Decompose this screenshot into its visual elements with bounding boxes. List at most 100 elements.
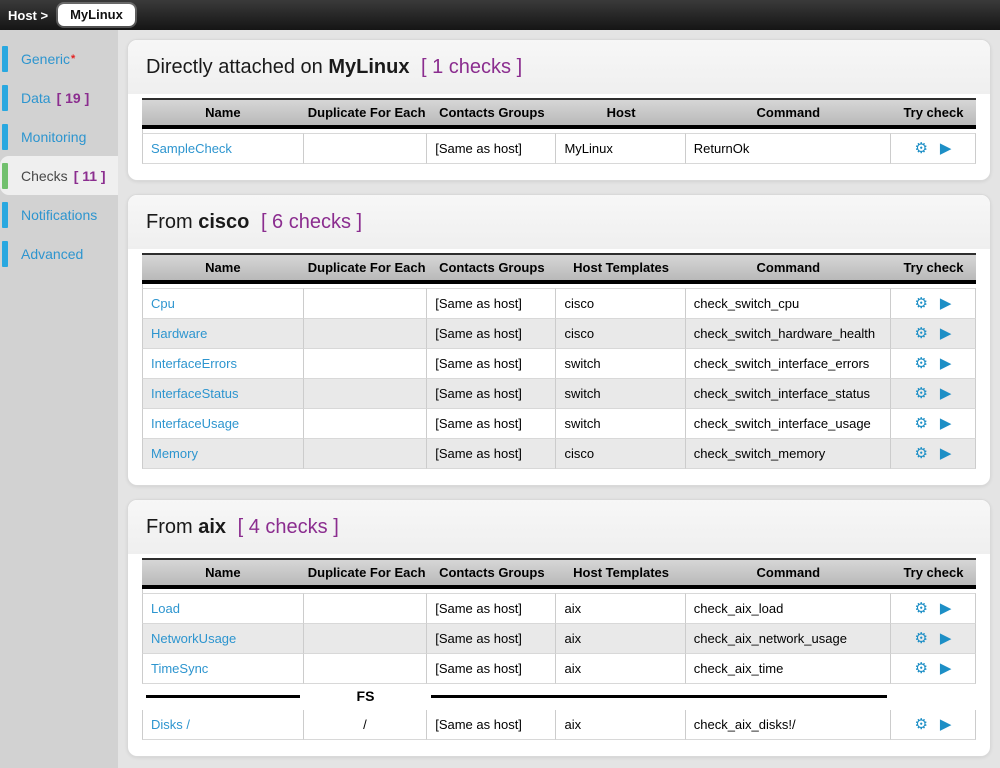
section-table-wrapper: Name Duplicate For Each Contacts Groups Hos… — [128, 249, 990, 485]
play-icon[interactable]: ▶ — [939, 629, 952, 647]
sidebar-item-monitoring[interactable]: Monitoring — [0, 117, 118, 156]
section-check-count: [ 6 checks ] — [260, 211, 363, 233]
check-name-cell: Disks / — [142, 710, 304, 740]
gear-icon[interactable]: ⚙ — [914, 384, 928, 402]
checks-section-from-cisco: From cisco [ 6 checks ] Name Duplicate Fo… — [128, 195, 990, 485]
check-name-link[interactable]: Cpu — [151, 296, 175, 311]
duplicate-cell: / — [303, 710, 428, 740]
duplicate-cell — [303, 624, 428, 654]
play-icon[interactable]: ▶ — [939, 384, 952, 402]
gear-icon[interactable]: ⚙ — [914, 324, 928, 342]
sidebar-item-data[interactable]: Data [ 19 ] — [0, 78, 118, 117]
section-table-wrapper: Name Duplicate For Each Contacts Groups Hos… — [128, 554, 990, 756]
check-row: Load [Same as host] aix check_aix_load ⚙ ▶ — [142, 593, 976, 624]
contacts-groups-cell: [Same as host] — [427, 624, 557, 654]
section-title-name: aix — [198, 516, 227, 538]
try-check-cell: ⚙ ▶ — [890, 288, 976, 319]
sidebar-item-checks[interactable]: Checks [ 11 ] — [0, 156, 118, 195]
section-title: Directly attached on MyLinux [ 1 checks … — [128, 40, 990, 94]
gear-icon[interactable]: ⚙ — [914, 629, 928, 647]
duplicate-cell — [303, 439, 428, 469]
play-icon[interactable]: ▶ — [939, 715, 952, 733]
host-tab-button[interactable]: MyLinux — [58, 4, 135, 26]
try-check-cell: ⚙ ▶ — [890, 593, 976, 624]
column-header-name: Name — [142, 253, 304, 284]
required-asterisk: * — [71, 52, 76, 65]
section-check-count: [ 4 checks ] — [237, 516, 339, 538]
command-cell: check_aix_load — [685, 593, 891, 624]
check-row: InterfaceStatus [Same as host] switch check… — [142, 379, 976, 409]
gear-icon[interactable]: ⚙ — [914, 444, 928, 462]
check-name-link[interactable]: InterfaceErrors — [151, 356, 237, 371]
host-cell: aix — [556, 624, 686, 654]
check-name-cell: Memory — [142, 439, 304, 469]
check-row: TimeSync [Same as host] aix check_aix_time ⚙… — [142, 654, 976, 684]
play-icon[interactable]: ▶ — [939, 324, 952, 342]
checks-section-directly-attached: Directly attached on MyLinux [ 1 checks … — [128, 40, 990, 180]
host-cell: MyLinux — [556, 133, 686, 164]
sidebar: Generic * Data [ 19 ] Monitoring Checks … — [0, 30, 118, 768]
contacts-groups-cell: [Same as host] — [427, 409, 557, 439]
check-name-cell: NetworkUsage — [142, 624, 304, 654]
separator-group-label: FS — [303, 684, 428, 710]
check-name-cell: Load — [142, 593, 304, 624]
item-count-badge: [ 19 ] — [56, 89, 90, 106]
try-check-cell: ⚙ ▶ — [890, 349, 976, 379]
table-header-row: Name Duplicate For Each Contacts Groups Hos… — [142, 98, 976, 129]
host-cell: cisco — [556, 439, 686, 469]
duplicate-group-separator: FS — [142, 684, 976, 710]
try-check-cell: ⚙ ▶ — [890, 710, 976, 740]
check-name-link[interactable]: InterfaceUsage — [151, 416, 240, 431]
play-icon[interactable]: ▶ — [939, 294, 952, 312]
check-name-cell: Cpu — [142, 288, 304, 319]
section-title-prefix: From — [146, 516, 199, 538]
play-icon[interactable]: ▶ — [939, 659, 952, 677]
check-name-link[interactable]: Memory — [151, 446, 198, 461]
play-icon[interactable]: ▶ — [939, 139, 952, 157]
try-check-cell: ⚙ ▶ — [890, 319, 976, 349]
contacts-groups-cell: [Same as host] — [427, 288, 557, 319]
check-name-cell: InterfaceUsage — [142, 409, 304, 439]
check-name-link[interactable]: Disks / — [151, 717, 190, 732]
column-header-command: Command — [685, 98, 891, 129]
gear-icon[interactable]: ⚙ — [914, 414, 928, 432]
section-check-count: [ 1 checks ] — [421, 56, 523, 78]
check-row: NetworkUsage [Same as host] aix check_aix_n… — [142, 624, 976, 654]
play-icon[interactable]: ▶ — [939, 599, 952, 617]
gear-icon[interactable]: ⚙ — [914, 599, 928, 617]
sidebar-item-advanced[interactable]: Advanced — [0, 234, 118, 273]
check-row: Disks / / [Same as host] aix check_aix_disks… — [142, 710, 976, 740]
host-cell: switch — [556, 379, 686, 409]
check-name-link[interactable]: Hardware — [151, 326, 208, 341]
check-name-link[interactable]: TimeSync — [151, 661, 209, 676]
gear-icon[interactable]: ⚙ — [914, 659, 928, 677]
check-name-cell: Hardware — [142, 319, 304, 349]
check-name-link[interactable]: NetworkUsage — [151, 631, 237, 646]
column-header-name: Name — [142, 98, 304, 129]
check-row: SampleCheck [Same as host] MyLinux ReturnOk… — [142, 133, 976, 164]
check-name-link[interactable]: Load — [151, 601, 180, 616]
check-name-link[interactable]: InterfaceStatus — [151, 386, 239, 401]
column-header-try-check: Try check — [890, 558, 976, 589]
column-header-host-templates: Host Templates — [556, 253, 686, 284]
section-title-name: MyLinux — [328, 56, 410, 78]
gear-icon[interactable]: ⚙ — [914, 294, 928, 312]
play-icon[interactable]: ▶ — [939, 444, 952, 462]
play-icon[interactable]: ▶ — [939, 414, 952, 432]
section-title: From cisco [ 6 checks ] — [128, 195, 990, 249]
gear-icon[interactable]: ⚙ — [914, 139, 928, 157]
checks-table: Name Duplicate For Each Contacts Groups Hos… — [142, 558, 976, 740]
sidebar-item-notifications[interactable]: Notifications — [0, 195, 118, 234]
item-indicator-bar — [2, 84, 8, 111]
column-header-host-templates: Host Templates — [556, 558, 686, 589]
section-title-prefix: From — [146, 211, 199, 233]
sidebar-item-label: Checks — [21, 167, 68, 184]
column-header-contacts-groups: Contacts Groups — [427, 253, 557, 284]
play-icon[interactable]: ▶ — [939, 354, 952, 372]
gear-icon[interactable]: ⚙ — [914, 354, 928, 372]
try-check-cell: ⚙ ▶ — [890, 133, 976, 164]
host-cell: aix — [556, 710, 686, 740]
check-name-link[interactable]: SampleCheck — [151, 141, 232, 156]
sidebar-item-generic[interactable]: Generic * — [0, 39, 118, 78]
gear-icon[interactable]: ⚙ — [914, 715, 928, 733]
